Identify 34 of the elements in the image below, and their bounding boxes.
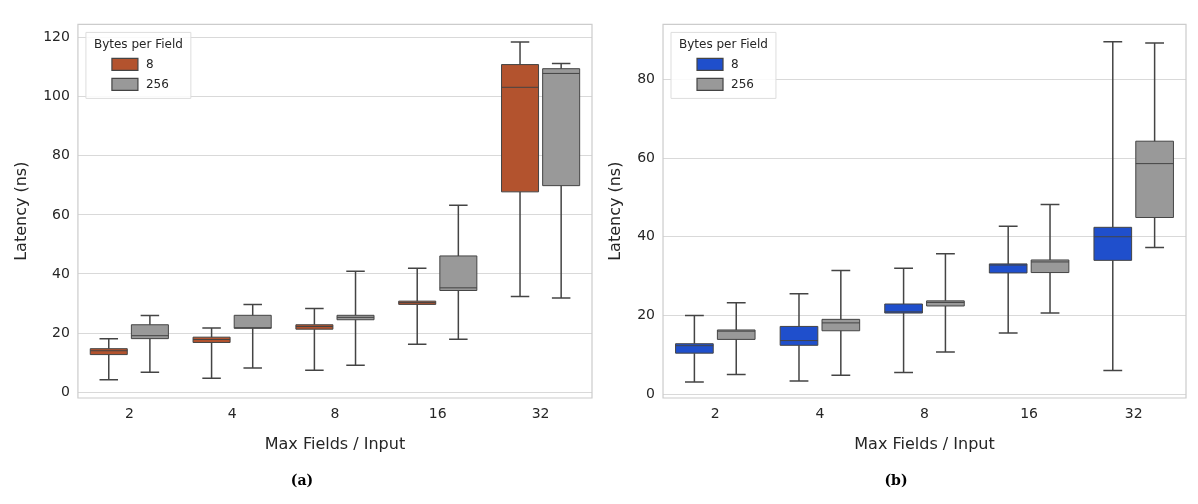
y-tick-label: 80 [637, 70, 656, 87]
y-tick-label: 60 [52, 205, 70, 222]
legend-label: 256 [145, 76, 169, 91]
y-tick-label: 120 [43, 28, 70, 45]
y-tick-label: 20 [637, 306, 656, 323]
legend-label: 8 [145, 56, 154, 71]
x-tick-label: 8 [330, 405, 340, 422]
y-tick-label: 80 [52, 146, 70, 163]
y-tick-label: 40 [52, 264, 70, 281]
text: (b) [884, 472, 908, 488]
x-tick-label: 4 [227, 405, 237, 422]
text: (a) [290, 472, 314, 488]
y-tick-label: 60 [637, 148, 656, 165]
y-tick-label: 0 [646, 384, 656, 401]
x-tick-label: 32 [531, 405, 550, 422]
legend-title: Bytes per Field [93, 36, 183, 51]
x-tick-label: 2 [710, 405, 720, 422]
x-axis-title: Max Fields / Input [264, 433, 406, 453]
x-tick-label: 16 [428, 405, 447, 422]
y-tick-label: 40 [637, 227, 656, 244]
y-axis-title: Latency (ns) [10, 161, 30, 261]
legend-label: 8 [731, 56, 739, 71]
x-tick-label: 8 [920, 405, 929, 422]
legend-label: 256 [731, 76, 754, 91]
x-tick-label: 2 [124, 405, 134, 422]
y-axis-title: Latency (ns) [604, 161, 624, 261]
y-tick-label: 0 [61, 382, 70, 399]
x-tick-label: 16 [1020, 405, 1039, 422]
y-tick-label: 100 [43, 87, 70, 104]
x-tick-label: 4 [815, 405, 825, 422]
y-tick-label: 20 [52, 323, 70, 340]
x-tick-label: 32 [1124, 405, 1143, 422]
legend-title: Bytes per Field [679, 36, 768, 51]
x-axis-title: Max Fields / Input [854, 433, 995, 453]
